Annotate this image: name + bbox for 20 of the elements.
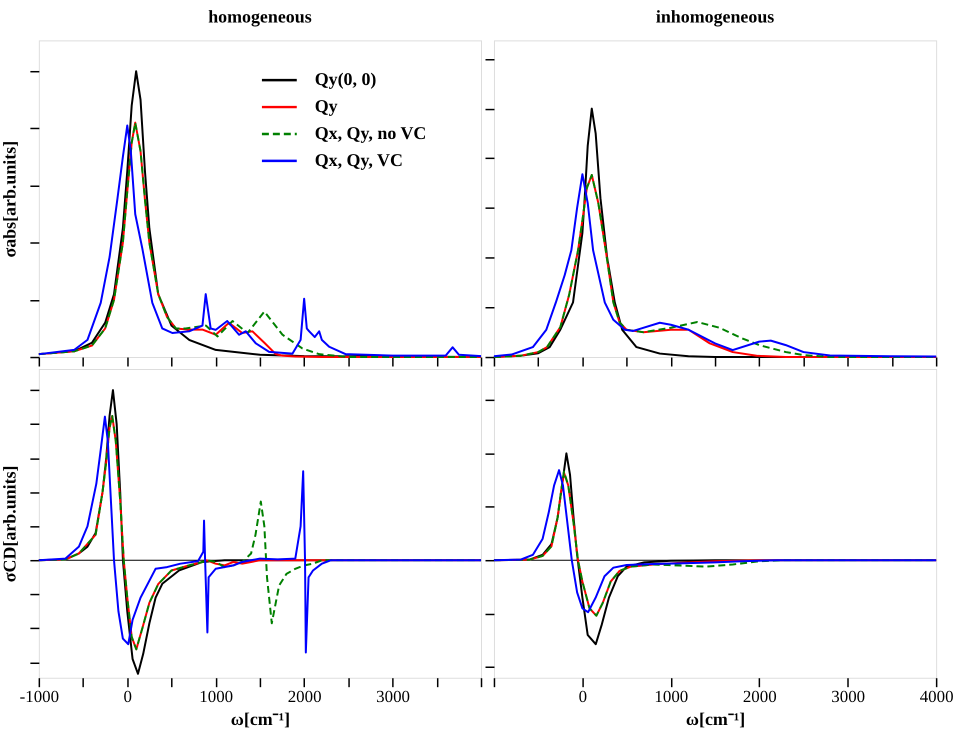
x-tick-label: 4000 (920, 687, 954, 706)
x-tick-label: 0 (124, 687, 132, 706)
x-tick-label: 2000 (288, 687, 322, 706)
x-tick-label: 0 (578, 687, 588, 706)
chart-title: inhomogeneous (656, 6, 774, 26)
chart-title: homogeneous (208, 6, 312, 26)
legend-label: Qy (314, 96, 338, 116)
y-axis-title: σCD[arb.units] (0, 465, 20, 582)
x-tick-label: 3000 (831, 687, 866, 706)
x-tick-label: 1000 (654, 687, 688, 706)
legend-label: Qy(0, 0) (314, 69, 376, 90)
legend-label: Qx, Qy, no VC (314, 122, 426, 143)
x-tick-label: 3000 (376, 687, 410, 706)
legend-label: Qx, Qy, VC (314, 150, 403, 170)
x-tick-label: 1000 (199, 687, 234, 706)
x-tick-label: -1000 (20, 687, 60, 706)
x-tick-label: 2000 (742, 687, 777, 706)
y-axis-title: σabs[arb.units] (0, 140, 20, 258)
x-axis-title: ω[cm⁻¹] (230, 709, 290, 730)
x-axis-title: ω[cm⁻¹] (686, 709, 746, 730)
